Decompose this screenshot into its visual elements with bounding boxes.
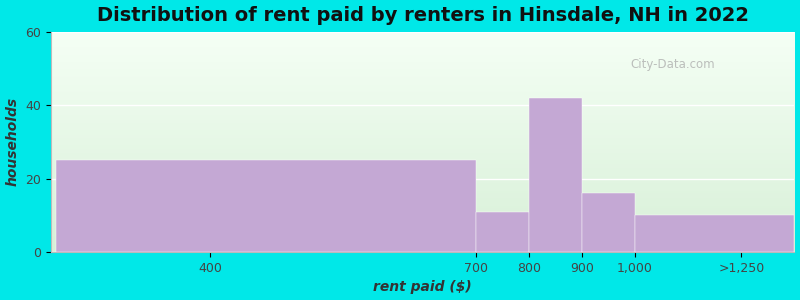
Bar [582, 194, 635, 252]
Bar [476, 212, 529, 252]
Bar [56, 160, 476, 252]
X-axis label: rent paid ($): rent paid ($) [374, 280, 472, 294]
Bar [529, 98, 582, 252]
Bar [635, 215, 794, 252]
Title: Distribution of rent paid by renters in Hinsdale, NH in 2022: Distribution of rent paid by renters in … [97, 6, 749, 25]
Text: City-Data.com: City-Data.com [631, 58, 715, 71]
Y-axis label: households: households [6, 98, 19, 187]
